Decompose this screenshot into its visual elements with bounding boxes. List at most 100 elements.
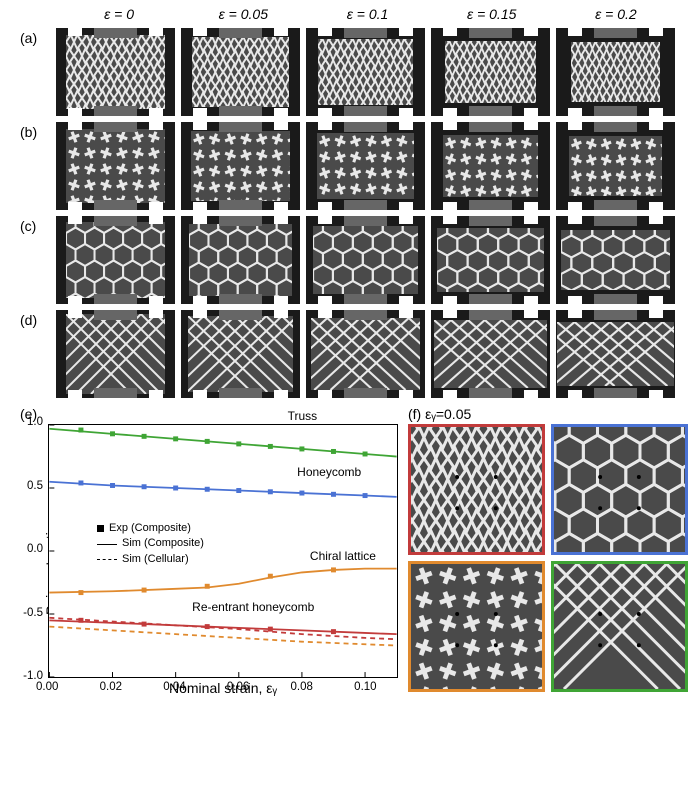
platen (94, 216, 137, 226)
column-headers: ε = 0ε = 0.05ε = 0.1ε = 0.15ε = 0.2 (0, 6, 690, 22)
platen (469, 216, 512, 226)
light-gap (274, 310, 288, 318)
light-gap (524, 296, 538, 304)
platen (219, 28, 262, 38)
light-gap (193, 28, 207, 36)
light-gap (649, 216, 663, 224)
platen (594, 388, 637, 398)
exp-marker (142, 434, 147, 439)
platen (94, 122, 137, 132)
figure-root: ε = 0ε = 0.05ε = 0.1ε = 0.15ε = 0.2 (a)(… (0, 6, 690, 793)
light-gap (68, 390, 82, 398)
xtick-label: 0.10 (354, 681, 376, 693)
light-gap (149, 202, 163, 210)
compression-photo (56, 216, 175, 304)
light-gap (318, 122, 332, 130)
platen (344, 216, 387, 226)
exp-marker (268, 627, 273, 632)
compression-photo (306, 28, 425, 116)
light-gap (193, 216, 207, 224)
exp-marker (205, 624, 210, 629)
lattice-sample (317, 133, 413, 200)
image-row: (d) (0, 310, 690, 398)
panel-f-cell (408, 561, 545, 692)
light-gap (443, 108, 457, 116)
platen (469, 200, 512, 210)
light-gap (568, 296, 582, 304)
compression-photo (556, 216, 675, 304)
platen (469, 106, 512, 116)
light-gap (274, 108, 288, 116)
light-gap (568, 390, 582, 398)
platen (344, 200, 387, 210)
exp-marker (236, 441, 241, 446)
light-gap (318, 108, 332, 116)
exp-marker (78, 480, 83, 485)
exp-marker (363, 493, 368, 498)
panel-f-cell (408, 424, 545, 555)
legend-dashline-icon (97, 559, 117, 560)
compression-photo (306, 310, 425, 398)
compression-photo (181, 28, 300, 116)
light-gap (524, 108, 538, 116)
light-gap (399, 108, 413, 116)
exp-marker (78, 428, 83, 433)
light-gap (649, 202, 663, 210)
light-gap (193, 122, 207, 130)
series-line (49, 569, 396, 593)
platen (469, 122, 512, 132)
light-gap (568, 122, 582, 130)
lattice-sample (189, 224, 291, 296)
compression-photo (56, 122, 175, 210)
exp-marker (205, 584, 210, 589)
light-gap (649, 390, 663, 398)
legend-entry: Exp (Composite) (97, 521, 204, 536)
lattice-sample (66, 314, 166, 394)
platen (594, 216, 637, 226)
light-gap (649, 108, 663, 116)
light-gap (68, 108, 82, 116)
row-label: (c) (20, 216, 50, 234)
light-gap (149, 296, 163, 304)
lattice-sample (313, 226, 418, 294)
light-gap (68, 122, 82, 130)
lattice-sample (434, 320, 547, 388)
platen (594, 122, 637, 132)
panel-e-label: (e) (20, 406, 398, 422)
light-gap (399, 296, 413, 304)
platen (219, 122, 262, 132)
light-gap (274, 28, 288, 36)
light-gap (443, 216, 457, 224)
lattice-sample (311, 318, 420, 390)
light-gap (68, 310, 82, 318)
platen (594, 28, 637, 38)
light-gap (274, 122, 288, 130)
column-header: ε = 0.1 (308, 6, 426, 22)
light-gap (524, 310, 538, 318)
light-gap (149, 310, 163, 318)
exp-marker (268, 444, 273, 449)
compression-photo (181, 216, 300, 304)
legend-entry: Sim (Composite) (97, 536, 204, 551)
light-gap (524, 216, 538, 224)
platen (94, 200, 137, 210)
compression-photo (306, 122, 425, 210)
panel-f-cell (551, 424, 688, 555)
platen (219, 310, 262, 320)
platen (344, 294, 387, 304)
light-gap (568, 108, 582, 116)
legend-marker-icon (97, 525, 104, 532)
light-gap (443, 28, 457, 36)
bottom-panels: (e) Poisson's ratio, νᵧ Exp (Composite)S… (0, 406, 690, 696)
column-header: ε = 0.05 (184, 6, 302, 22)
xtick-label: 0.06 (227, 681, 249, 693)
light-gap (318, 390, 332, 398)
series-annotation: Truss (288, 409, 318, 423)
lattice-sample (66, 35, 166, 109)
panel-f-cell (551, 561, 688, 692)
platen (94, 28, 137, 38)
panel-f-grid (408, 424, 688, 692)
exp-marker (205, 439, 210, 444)
legend-label: Sim (Cellular) (122, 552, 189, 567)
platen (94, 106, 137, 116)
